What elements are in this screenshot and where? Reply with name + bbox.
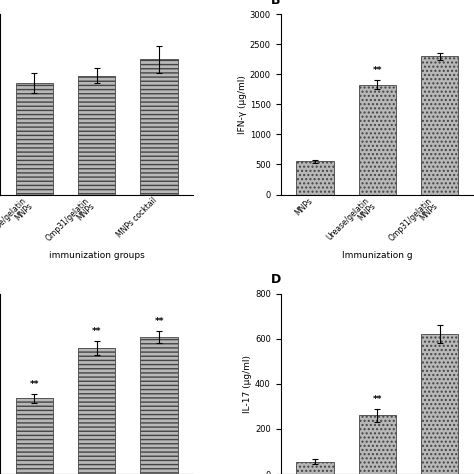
Y-axis label: IFN-γ (μg/ml): IFN-γ (μg/ml) [238,75,247,134]
Text: D: D [271,273,281,286]
Bar [16,83,53,194]
Bar [421,334,458,474]
Bar [358,415,396,474]
Text: **: ** [373,66,382,75]
Bar [140,59,178,194]
Bar [140,337,178,474]
Y-axis label: IL-17 (μg/ml): IL-17 (μg/ml) [243,355,252,413]
Text: **: ** [373,395,382,404]
Bar [296,462,334,474]
Text: **: ** [29,380,39,389]
Bar [421,56,458,194]
Bar [78,75,116,194]
X-axis label: immunization groups: immunization groups [49,251,145,260]
Text: B: B [271,0,280,7]
X-axis label: Immunization g: Immunization g [342,251,412,260]
Bar [296,162,334,194]
Bar [16,398,53,474]
Text: **: ** [92,327,101,336]
Bar [358,84,396,194]
Text: **: ** [155,317,164,326]
Bar [78,348,116,474]
